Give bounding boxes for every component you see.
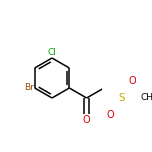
Text: Br: Br xyxy=(24,83,34,93)
Text: O: O xyxy=(129,76,136,86)
Text: CH₃: CH₃ xyxy=(140,93,152,102)
Text: Cl: Cl xyxy=(48,48,56,57)
Text: O: O xyxy=(83,115,90,125)
Text: O: O xyxy=(106,110,114,120)
Text: S: S xyxy=(118,93,125,103)
